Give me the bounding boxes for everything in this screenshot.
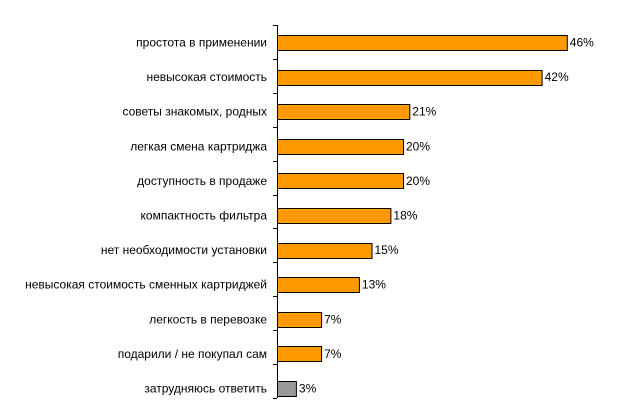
value-label: 20%	[406, 139, 430, 153]
value-label: 42%	[545, 70, 569, 84]
bar	[277, 277, 360, 293]
y-axis-ticks-group	[273, 25, 277, 399]
bar	[277, 208, 392, 224]
value-label: 20%	[406, 174, 430, 188]
category-label: нет необходимости установки	[101, 243, 267, 257]
category-label: советы знакомых, родных	[122, 105, 267, 119]
value-label: 13%	[362, 278, 386, 292]
bar	[277, 346, 323, 362]
bar	[277, 139, 404, 155]
value-labels-group: 46% 42% 21% 20% 20% 18% 15% 13% 7% 7% 3%	[299, 36, 594, 396]
category-label: легкая смена картриджа	[130, 139, 267, 153]
bars-group	[277, 35, 568, 397]
category-label: доступность в продаже	[137, 174, 267, 188]
value-label: 46%	[570, 36, 594, 50]
value-label: 7%	[324, 347, 342, 361]
category-label: невысокая стоимость	[146, 70, 267, 84]
bar	[277, 35, 568, 51]
value-label: 15%	[375, 243, 399, 257]
category-label: невысокая стоимость сменных картриджей	[25, 278, 267, 292]
bar	[277, 173, 404, 189]
value-label: 7%	[324, 312, 342, 326]
category-label: подарили / не покупал сам	[118, 347, 267, 361]
value-label: 18%	[393, 209, 417, 223]
value-label: 3%	[299, 382, 317, 396]
bar	[277, 104, 411, 120]
category-label: легкость в перевозке	[149, 312, 267, 326]
bar	[277, 381, 297, 397]
bar	[277, 243, 373, 259]
category-label: компактность фильтра	[141, 209, 268, 223]
bar	[277, 70, 543, 86]
category-label: простота в применении	[136, 36, 267, 50]
bar	[277, 312, 323, 328]
category-label: затрудняюсь ответить	[144, 382, 267, 396]
category-labels-group: простота в применении невысокая стоимость…	[25, 36, 267, 396]
value-label: 21%	[412, 105, 436, 119]
